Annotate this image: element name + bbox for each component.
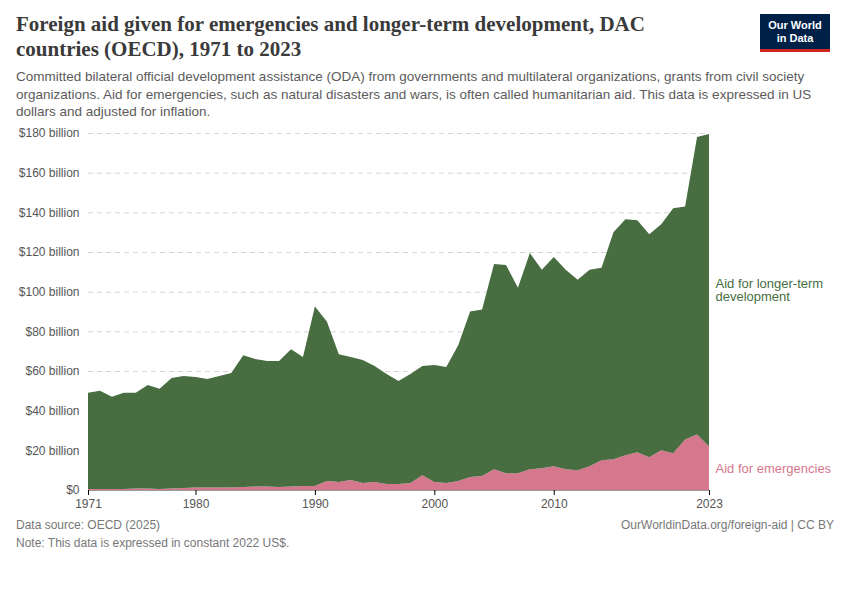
html-text:Foreign aid given for emergenc: Foreign aid given for emergencies and lo…: [16, 12, 645, 62]
html-text:Data source: OECD (2025): Data source: OECD (2025): [16, 518, 161, 532]
svg-text:$140 billion: $140 billion: [19, 206, 80, 220]
html-text:Committed bilateral official d: Committed bilateral official development…: [16, 69, 812, 120]
svg-text:$100 billion: $100 billion: [19, 285, 80, 299]
html-text:OurWorldinData.org/foreign-aid: OurWorldinData.org/foreign-aid | CC BY: [621, 518, 834, 532]
svg-text:Aid for emergencies: Aid for emergencies: [716, 461, 832, 476]
svg-text:2010: 2010: [541, 497, 568, 511]
html-text:Note: This data is expressed i: Note: This data is expressed in constant…: [16, 536, 290, 550]
svg-text:2000: 2000: [421, 497, 448, 511]
svg-text:$20 billion: $20 billion: [25, 444, 79, 458]
html-text:Our World in Data: Our World in Data: [768, 19, 822, 44]
svg-text:$120 billion: $120 billion: [19, 245, 80, 259]
svg-text:1980: 1980: [183, 497, 210, 511]
svg-text:$60 billion: $60 billion: [25, 364, 79, 378]
svg-text:$0: $0: [66, 483, 80, 497]
svg-text:$80 billion: $80 billion: [25, 325, 79, 339]
svg-text:1971: 1971: [75, 497, 102, 511]
svg-text:$180 billion: $180 billion: [19, 126, 80, 140]
svg-text:2023: 2023: [696, 497, 723, 511]
svg-text:$160 billion: $160 billion: [19, 166, 80, 180]
svg-text:$40 billion: $40 billion: [25, 404, 79, 418]
svg-text:Aid for longer-termdevelopment: Aid for longer-termdevelopment: [716, 276, 824, 304]
svg-text:1990: 1990: [302, 497, 329, 511]
